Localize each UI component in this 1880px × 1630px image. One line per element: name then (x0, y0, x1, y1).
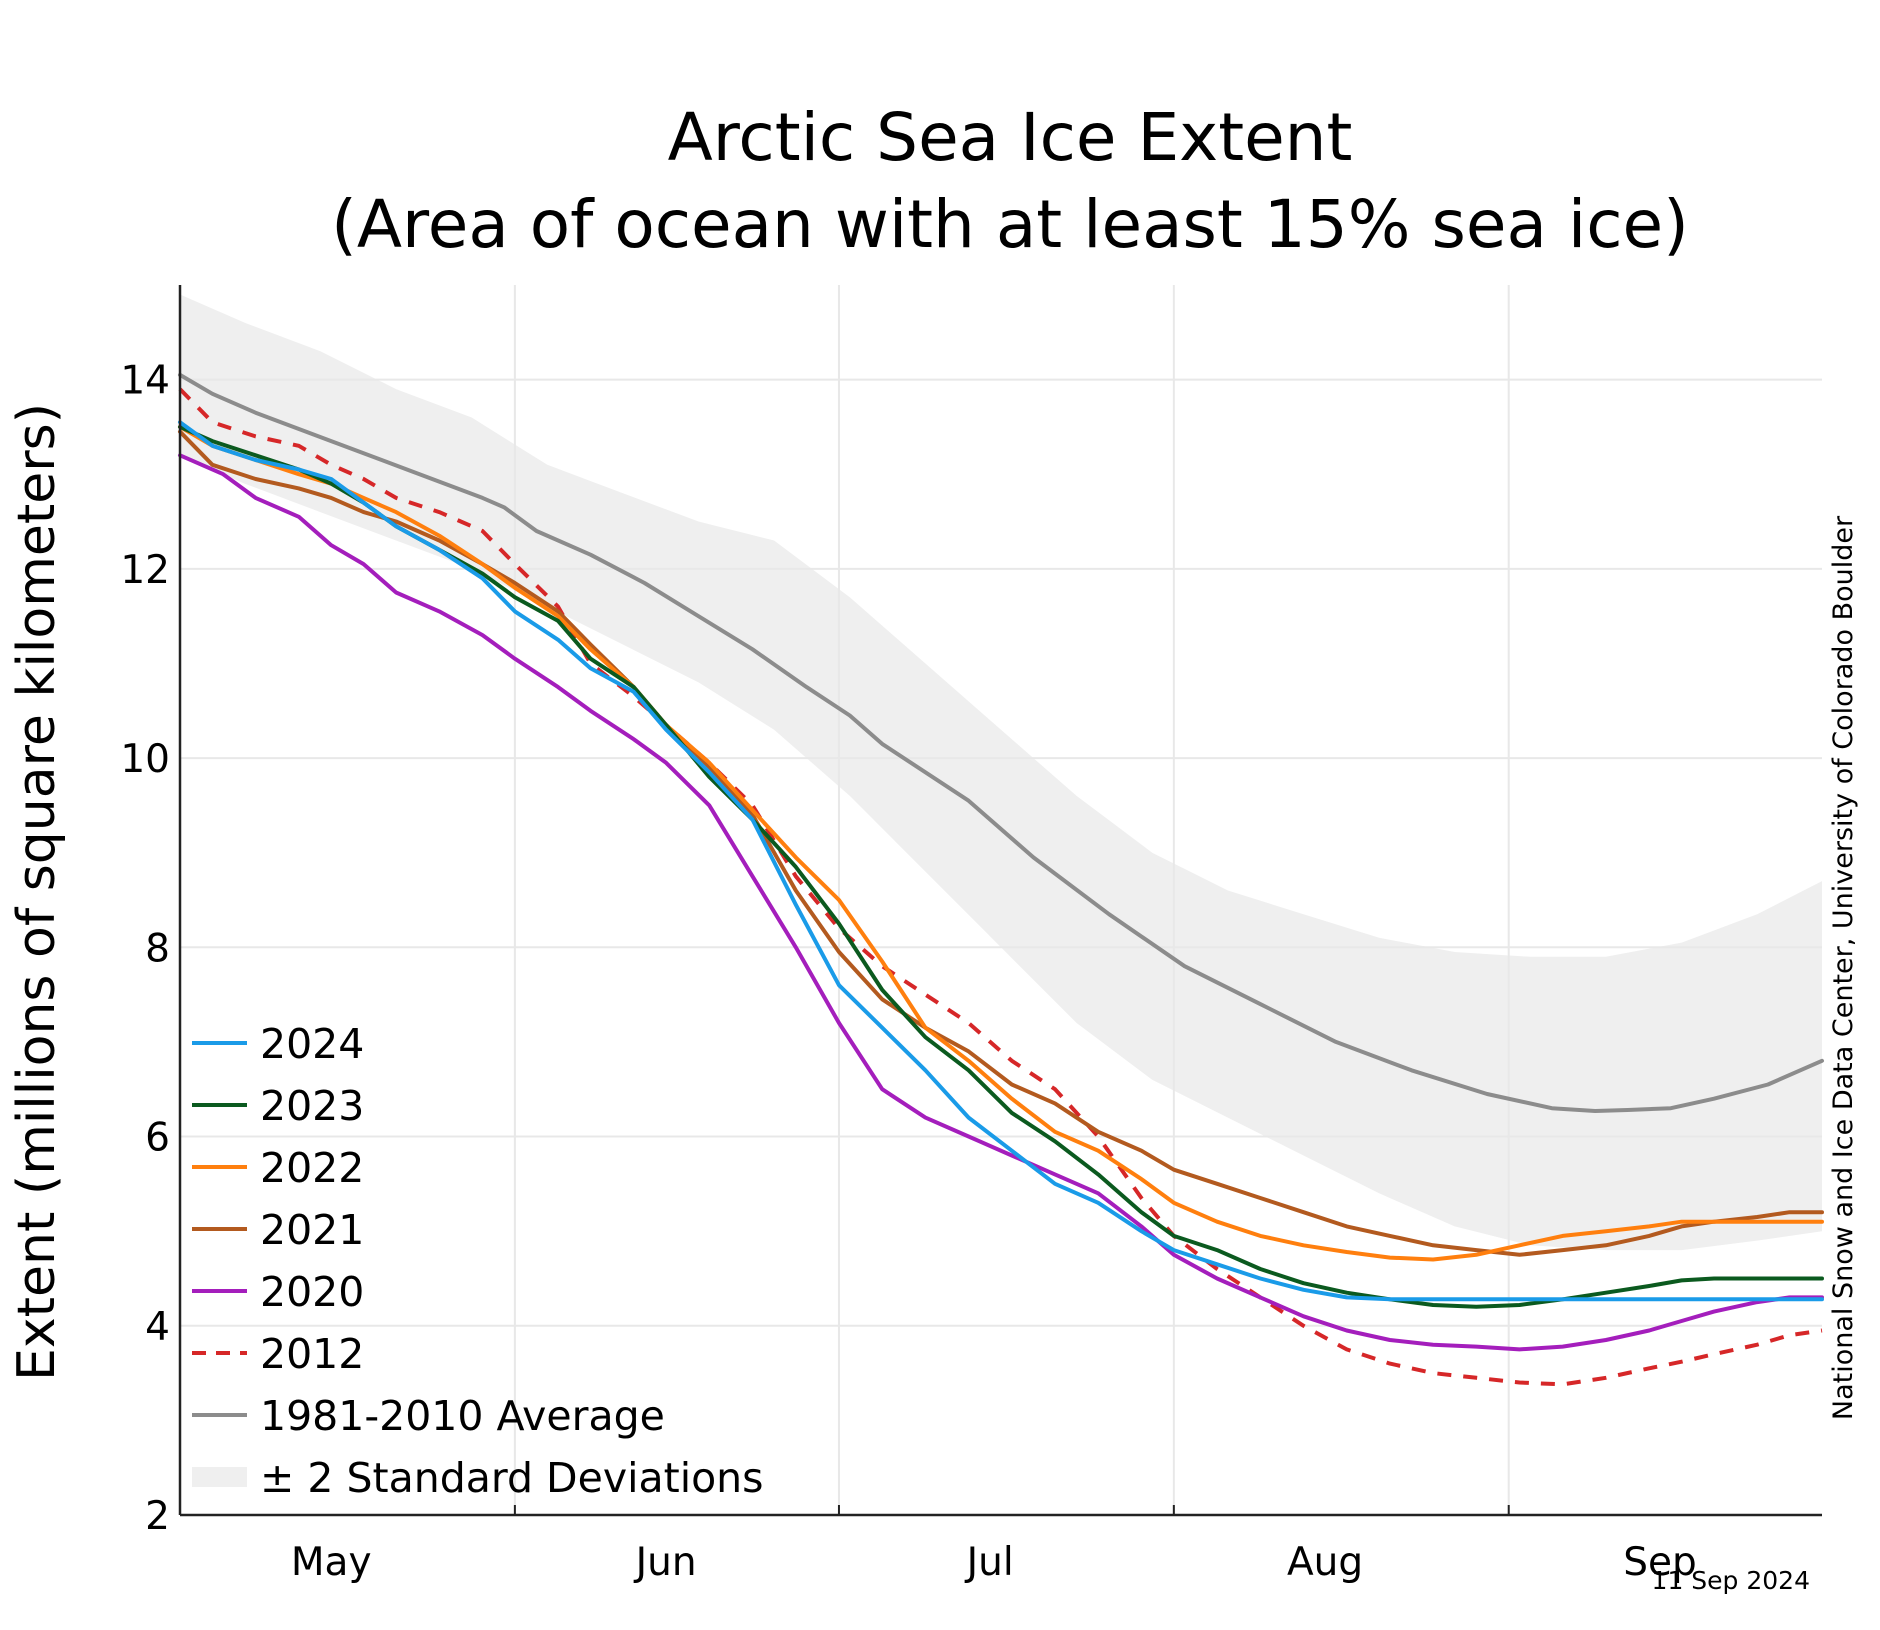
y-tick-label: 14 (120, 359, 170, 404)
x-tick-label-jun: Jun (633, 1540, 697, 1585)
legend-label-2021: 2021 (260, 1206, 364, 1254)
legend: 2024 2023 2022 2021 2020 2012 1981-2010 Averag… (192, 1020, 764, 1502)
y-tick-label: 6 (145, 1116, 170, 1161)
series-line-2024 (178, 420, 1824, 1302)
series-line-2012 (178, 387, 1823, 1387)
legend-label-2022: 2022 (260, 1144, 364, 1192)
legend-label-2012: 2012 (260, 1330, 364, 1378)
credit-text: National Snow and Ice Data Center, Unive… (1828, 515, 1859, 1420)
y-tick-label: 12 (120, 548, 170, 593)
x-tick-label-aug: Aug (1287, 1540, 1363, 1585)
date-stamp: 11 Sep 2024 (1652, 1566, 1810, 1595)
legend-label-2024: 2024 (260, 1020, 364, 1068)
legend-label-2-standard-deviations: ± 2 Standard Deviations (260, 1454, 764, 1502)
y-axis-label: Extent (millions of square kilometers) (7, 403, 67, 1381)
legend-label-2020: 2020 (260, 1268, 364, 1316)
legend-swatch-std-dev (192, 1467, 247, 1487)
plot-area: 2 4 6 8 10 12 14 May Jun Jul Aug Sep (120, 285, 1824, 1585)
x-tick-label-jul: Jul (964, 1540, 1014, 1585)
x-tick-label-may: May (291, 1540, 372, 1585)
y-tick-label: 8 (145, 926, 170, 971)
chart-subtitle: (Area of ocean with at least 15% sea ice… (331, 186, 1689, 263)
x-tick-label-sep: Sep (1623, 1540, 1697, 1585)
series-line-1981-2010-average (178, 372, 1824, 1113)
chart-title: Arctic Sea Ice Extent (668, 99, 1353, 176)
series-line-2020 (178, 453, 1824, 1352)
legend-label-1981-2010-average: 1981-2010 Average (260, 1392, 665, 1440)
series-line-2022 (178, 424, 1824, 1262)
legend-label-2023: 2023 (260, 1082, 364, 1130)
series-line-2021 (178, 429, 1824, 1257)
y-tick-label: 4 (145, 1305, 170, 1350)
y-tick-label: 2 (145, 1494, 170, 1539)
std-dev-band (180, 294, 1822, 1251)
y-tick-label: 10 (120, 737, 170, 782)
